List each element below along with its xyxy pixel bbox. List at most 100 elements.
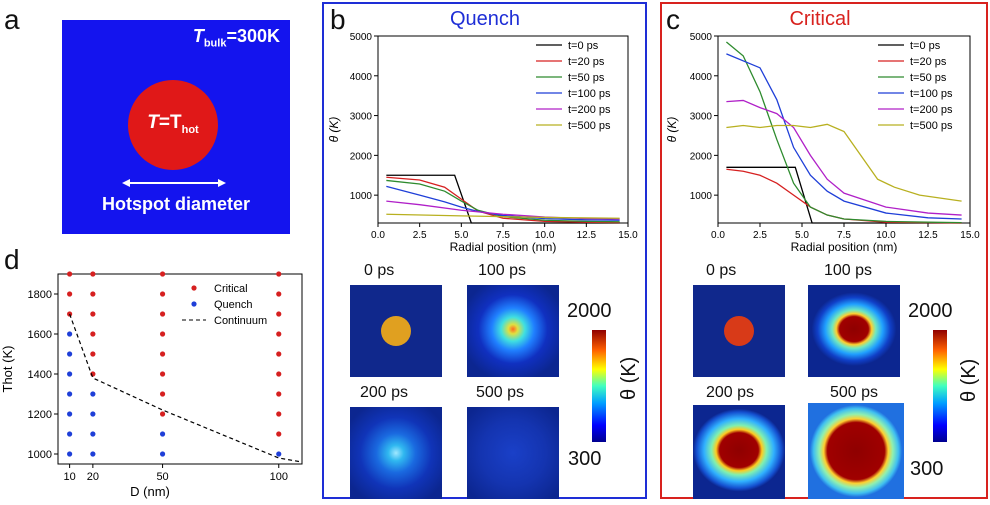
phase-diagram-chart: 10 20 50 100 1000 1200 1400 1600 1800 D (nm) Thot … — [0, 271, 303, 499]
scatter-point — [67, 451, 73, 457]
x-tick-label: 100 — [270, 471, 288, 483]
scatter-point — [159, 371, 166, 377]
colorbar-b-min: 300 — [568, 448, 602, 470]
scatter-point — [159, 451, 166, 457]
series-line — [386, 179, 620, 223]
scatter-point — [90, 291, 96, 297]
scatter-point — [276, 371, 282, 377]
quench-snapshot-500ps — [467, 407, 559, 499]
scatter-point — [90, 431, 96, 437]
x-tick-label: 0.0 — [711, 230, 725, 241]
snapshot-label-100ps: 100 ps — [478, 262, 527, 279]
scatter-point — [90, 451, 96, 457]
y-tick-label: 1200 — [28, 409, 52, 421]
x-tick-label: 15.0 — [960, 230, 980, 241]
scatter-point — [276, 411, 282, 417]
snapshot-label-0ps-c: 0 ps — [706, 262, 737, 279]
colorbar-c-max: 2000 — [908, 300, 953, 322]
legend-label: Quench — [214, 299, 253, 311]
scatter-point — [90, 411, 96, 417]
scatter-point — [276, 351, 282, 357]
snapshot-label-200ps-c: 200 ps — [706, 384, 755, 401]
scatter-point — [276, 331, 282, 337]
panel-c-letter: c — [666, 4, 680, 35]
series-line — [726, 53, 962, 220]
diameter-arrow-icon — [122, 179, 226, 187]
hotspot-schematic: Tbulk=300K T=Thot Hotspot diameter — [62, 20, 290, 234]
snapshot-label-0ps: 0 ps — [364, 262, 395, 279]
y-axis-label: θ (K) — [327, 117, 341, 143]
y-tick-label: 3000 — [350, 112, 373, 123]
bulk-t-symbol: T — [192, 26, 204, 46]
x-tick-label: 10.0 — [876, 230, 896, 241]
legend-label: t=0 ps — [910, 40, 941, 52]
scatter-point — [276, 451, 282, 457]
series-line — [386, 174, 620, 224]
legend-label: t=100 ps — [568, 88, 611, 100]
scatter-point — [159, 311, 166, 317]
x-axis-label: Radial position (nm) — [791, 240, 898, 254]
panel-b-letter: b — [330, 4, 346, 35]
series-line — [726, 123, 962, 202]
legend-label: t=20 ps — [910, 56, 947, 68]
x-tick-label: 7.5 — [837, 230, 851, 241]
quench-snapshot-100ps — [467, 285, 559, 377]
scatter-point — [276, 271, 282, 277]
scatter-point — [90, 351, 96, 357]
quench-snapshot-200ps — [350, 407, 442, 499]
scatter-point — [67, 391, 73, 397]
legend-label: t=200 ps — [910, 104, 953, 116]
x-tick-label: 0.0 — [371, 230, 385, 241]
x-axis-label: D (nm) — [130, 484, 170, 499]
y-axis-label: θ (K) — [665, 117, 679, 143]
critical-snapshot-200ps — [693, 405, 785, 499]
x-tick-label: 10 — [63, 471, 75, 483]
bulk-subscript: bulk — [203, 37, 227, 50]
hot-subscript: hot — [181, 123, 199, 136]
quench-snapshot-0ps — [350, 285, 442, 377]
y-tick-label: 1600 — [28, 329, 52, 341]
x-tick-label: 7.5 — [496, 230, 510, 241]
series-line — [386, 200, 620, 220]
series-line — [386, 213, 620, 219]
y-tick-label: 1400 — [28, 369, 52, 381]
colorbar-b-label: θ (K) — [618, 356, 640, 400]
quench-profile-chart: 0.0 2.5 5.0 7.5 10.0 12.5 15.0 1000 2000 3000 4000… — [327, 32, 638, 254]
y-tick-label: 1800 — [28, 289, 52, 301]
scatter-point — [90, 311, 96, 317]
x-tick-label: 5.0 — [795, 230, 809, 241]
critical-profile-chart: 0.0 2.5 5.0 7.5 10.0 12.5 15.0 1000 2000 3000 4000… — [665, 32, 980, 254]
hot-eq: =T — [158, 112, 182, 133]
scatter-point — [67, 291, 73, 297]
legend-label: t=200 ps — [568, 104, 611, 116]
quench-title: Quench — [449, 8, 521, 30]
legend-label: Critical — [214, 283, 248, 295]
y-tick-label: 4000 — [350, 72, 373, 83]
scatter-point — [159, 351, 166, 357]
series-line — [726, 166, 962, 224]
scatter-point — [159, 331, 166, 337]
quench-hotspot-0ps — [381, 316, 411, 346]
colorbar-b-max: 2000 — [567, 300, 612, 322]
x-tick-label: 2.5 — [753, 230, 767, 241]
x-axis-label: Radial position (nm) — [450, 240, 557, 254]
hotspot-diameter-label: Hotspot diameter — [101, 194, 251, 214]
legend-marker — [191, 301, 197, 307]
scatter-point — [276, 291, 282, 297]
x-tick-label: 50 — [156, 471, 168, 483]
hot-t-symbol: T — [147, 112, 159, 133]
colorbar-c-min: 300 — [910, 458, 944, 480]
legend-label: Continuum — [214, 315, 267, 327]
legend-label: t=100 ps — [910, 88, 953, 100]
legend-label: t=20 ps — [568, 56, 605, 68]
legend-marker — [191, 285, 197, 291]
continuum-line — [69, 313, 303, 463]
hotspot-temperature-label: T=Thot — [128, 112, 218, 136]
bulk-value: =300K — [226, 26, 280, 46]
y-tick-label: 4000 — [690, 72, 713, 83]
series-line — [726, 99, 962, 216]
snapshot-label-500ps-c: 500 ps — [830, 384, 879, 401]
legend-label: t=50 ps — [568, 72, 605, 84]
x-tick-label: 20 — [87, 471, 99, 483]
scatter-point — [159, 291, 166, 297]
